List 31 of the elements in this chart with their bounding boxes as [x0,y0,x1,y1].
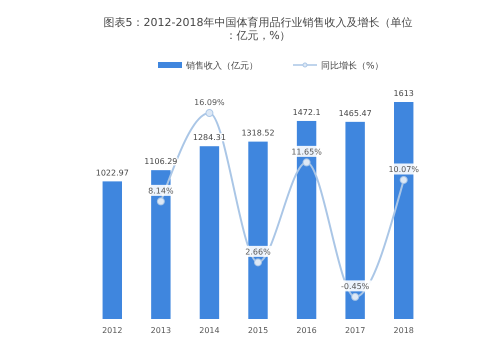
data-label: 10.07% [388,164,420,174]
bar [102,181,122,319]
data-label: 11.65% [291,147,322,156]
x-tick-label: 2015 [248,326,268,335]
legend-label: 销售收入（亿元） [185,60,258,72]
x-tick-label: 2013 [150,326,172,335]
data-label: 1284.31 [192,133,226,142]
point [400,176,408,184]
data-label: 1472.1 [292,108,321,117]
x-tick-label: 2018 [394,326,414,335]
data-label: 1318.52 [241,128,275,138]
data-label: 16.09% [194,98,226,108]
data-label: 2.66% [245,247,272,256]
x-tick-label: 2016 [296,326,317,335]
bar [200,146,220,319]
data-label: 1022.97 [96,168,129,178]
legend-label: 同比增长（%） [321,60,384,72]
data-label: 1106.29 [144,157,178,166]
x-tick-label: 2012 [102,326,122,335]
point [205,109,214,118]
data-label: 1465.47 [338,108,372,118]
point [156,197,165,206]
point [351,292,360,301]
data-label: 8.14% [148,186,174,196]
data-label: 1613 [394,89,414,98]
data-label: -0.45% [340,282,370,291]
x-tick-label: 2017 [344,326,366,335]
point [254,258,262,266]
point [302,158,311,166]
x-tick-label: 2014 [199,326,220,335]
chart-title: 图表5：2012-2018年中国体育用品行业销售收入及增长（单位：亿元，%） [104,16,412,42]
